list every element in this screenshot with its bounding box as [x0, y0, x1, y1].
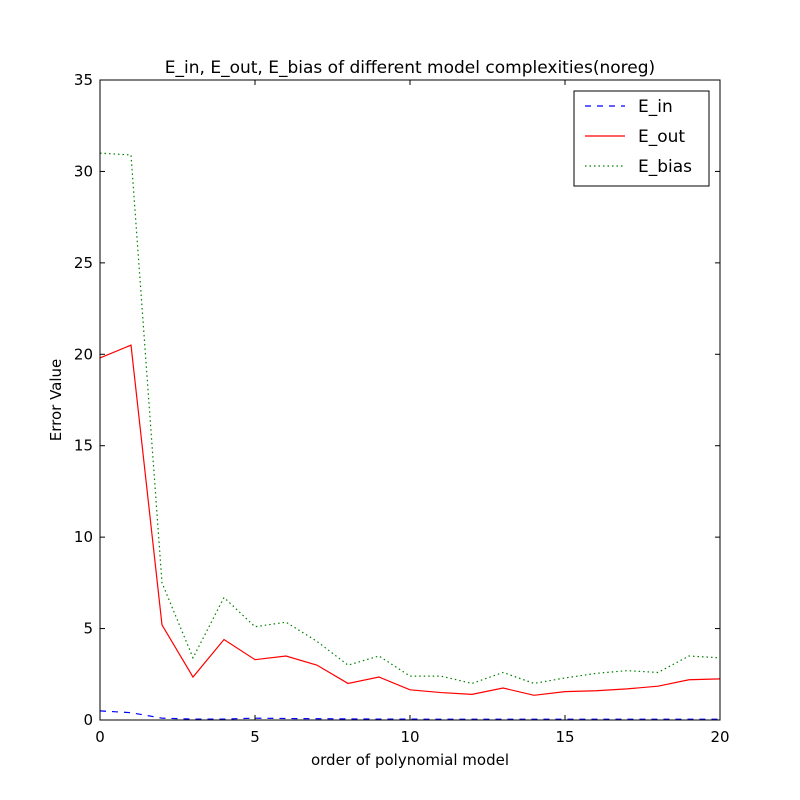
x-tick-label: 0	[95, 728, 105, 746]
legend-box	[573, 90, 710, 187]
plot-frame	[99, 79, 721, 721]
x-axis-label: order of polynomial model	[311, 751, 509, 769]
legend-label: E_bias	[638, 157, 692, 177]
y-tick-label: 0	[83, 711, 93, 729]
x-tick-label: 10	[400, 728, 419, 746]
series-line-e-out	[99, 344, 721, 696]
y-tick-label: 10	[74, 528, 93, 546]
legend-label: E_out	[638, 127, 685, 147]
y-tick-label: 25	[74, 254, 93, 272]
y-tick-label: 30	[74, 162, 93, 180]
legend: E_in E_out E_bias	[573, 90, 710, 187]
x-tick-label: 20	[710, 728, 729, 746]
y-tick-label: 20	[74, 345, 93, 363]
ticks-layer: 0 5 10 15 20 0 5 10 15 20 25 30 35	[74, 71, 730, 746]
y-axis-label: Error Value	[47, 359, 65, 442]
x-tick-label: 15	[555, 728, 574, 746]
y-tick-label: 15	[74, 437, 93, 455]
y-tick-label: 5	[83, 620, 93, 638]
series-layer	[99, 152, 721, 720]
chart-title: E_in, E_out, E_bias of different model c…	[165, 58, 655, 78]
x-tick-label: 5	[250, 728, 260, 746]
series-line-e-bias	[99, 152, 721, 685]
legend-label: E_in	[638, 97, 673, 117]
series-line-e-in	[99, 710, 720, 720]
y-tick-label: 35	[74, 71, 93, 89]
